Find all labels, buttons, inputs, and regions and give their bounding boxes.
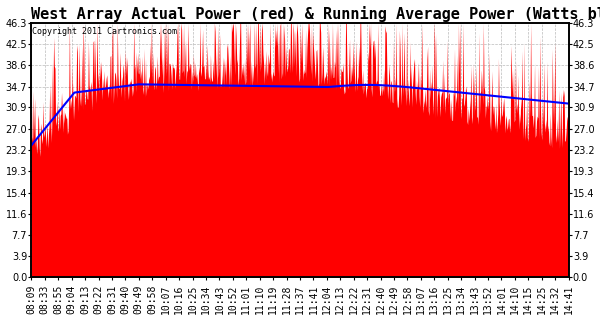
Text: West Array Actual Power (red) & Running Average Power (Watts blue)  Sat Feb 26 1: West Array Actual Power (red) & Running …: [31, 5, 600, 21]
Text: Copyright 2011 Cartronics.com: Copyright 2011 Cartronics.com: [32, 27, 178, 36]
